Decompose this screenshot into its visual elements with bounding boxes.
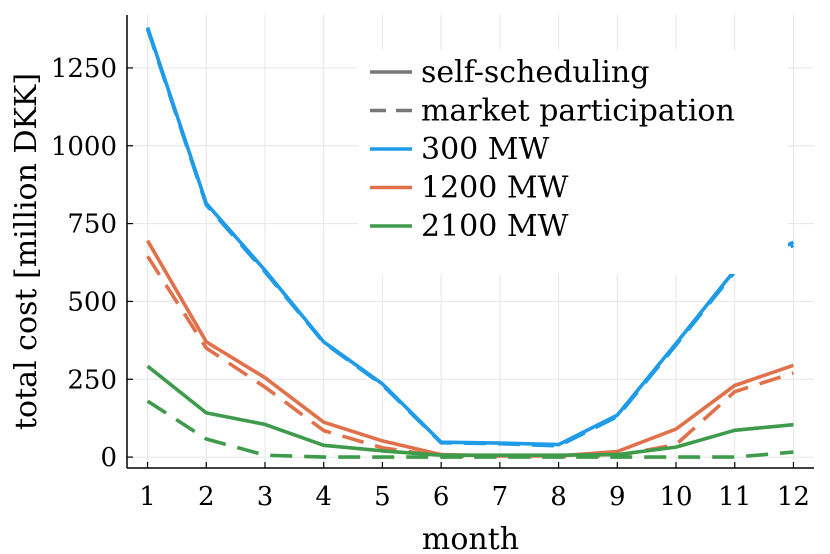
legend-label: self-scheduling [421,55,649,90]
y-tick-label: 250 [67,365,117,395]
y-axis-label: total cost [million DKK] [9,73,44,430]
x-tick-label: 12 [777,482,810,512]
legend-label: 2100 MW [421,209,569,244]
x-tick-label: 1 [139,482,156,512]
x-tick-label: 10 [659,482,692,512]
y-tick-label: 0 [100,443,117,473]
series-line-2100-mw-market-participation [146,399,794,459]
legend-label: market participation [421,94,735,129]
legend-label: 300 MW [421,132,550,167]
y-tick-label: 1000 [51,132,117,162]
legend-background [358,50,788,274]
x-tick-label: 4 [315,482,332,512]
y-tick-label: 750 [67,210,117,240]
x-tick-label: 8 [550,482,567,512]
x-tick-label: 9 [609,482,626,512]
x-tick-label: 11 [718,482,751,512]
x-tick-label: 3 [257,482,274,512]
series-line-2100-mw-self-scheduling [146,364,794,458]
y-tick-label: 1250 [51,54,117,84]
legend-label: 1200 MW [421,171,569,206]
x-tick-label: 5 [374,482,391,512]
series-line-1200-mw-market-participation [146,255,794,459]
x-tick-label: 6 [433,482,450,512]
y-tick-label: 500 [67,287,117,317]
x-tick-label: 7 [492,482,509,512]
axes [126,15,814,469]
series-layer [145,26,795,459]
series-line-300-mw-market-participation [145,28,795,448]
x-tick-label: 2 [198,482,215,512]
x-axis-label: month [422,522,519,554]
